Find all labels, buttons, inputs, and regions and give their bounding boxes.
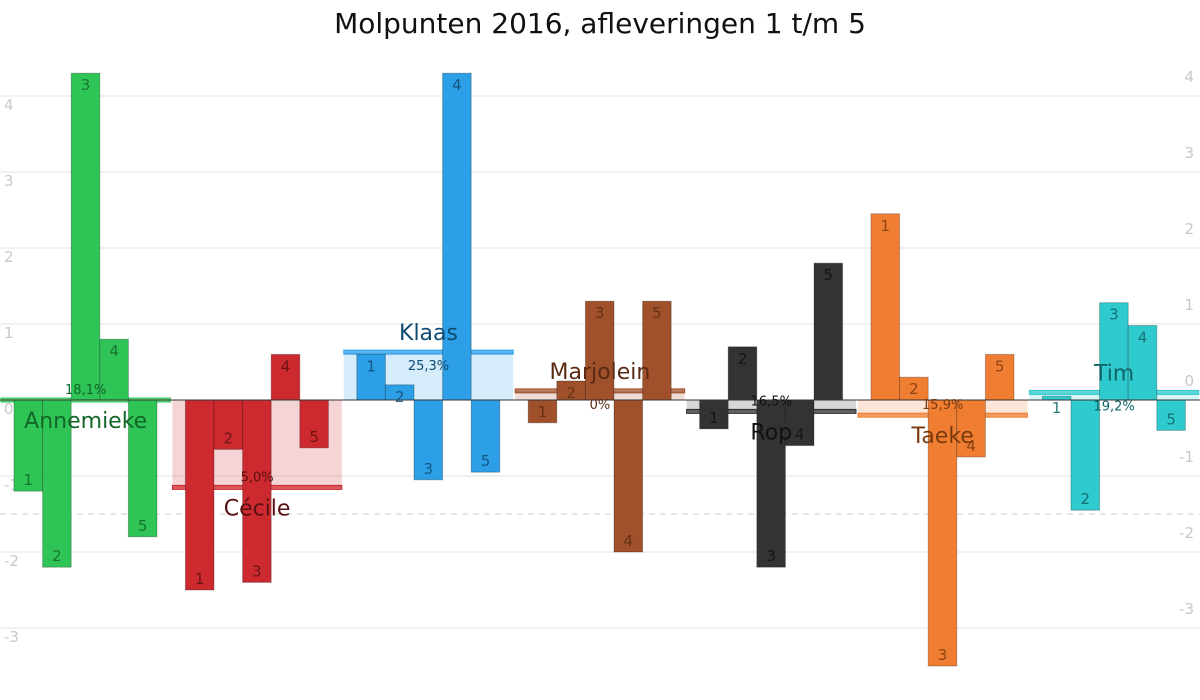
percentage-klaas: 25,3%	[408, 359, 449, 374]
bar-taeke-1	[870, 213, 901, 401]
episode-label: 4	[281, 357, 291, 375]
bar-marjolein-4	[613, 399, 644, 553]
episode-label: 5	[652, 304, 662, 322]
episode-label: 4	[109, 342, 119, 360]
bar-rop-1	[699, 399, 729, 430]
episode-label: 4	[452, 76, 462, 94]
right-tick-label: 2	[1184, 220, 1194, 238]
right-tick-label: -2	[1179, 524, 1194, 542]
percentage-taeke: 15,9%	[922, 398, 963, 413]
bar-tim-4	[1127, 325, 1158, 401]
bar-rop-3	[756, 399, 786, 568]
bar-tim-2	[1070, 399, 1101, 511]
bar-rop-5	[813, 262, 844, 401]
contestant-name-taeke: Taeke	[911, 424, 974, 449]
bar-taeke-5	[984, 353, 1015, 401]
left-tick-label: 0	[4, 400, 14, 418]
episode-label: 2	[224, 429, 234, 447]
left-tick-label: 4	[4, 96, 14, 114]
right-tick-label: 3	[1184, 144, 1194, 162]
episode-label: 5	[481, 452, 491, 470]
episode-label: 1	[195, 570, 205, 588]
episode-label: 3	[252, 562, 262, 580]
episode-label: 1	[366, 357, 376, 375]
episode-label: 2	[909, 380, 919, 398]
contestant-name-klaas: Klaas	[399, 321, 458, 346]
episode-label: 1	[709, 409, 719, 427]
episode-label: 2	[1081, 490, 1091, 508]
contestant-name-tim: Tim	[1093, 361, 1134, 386]
bar-ccile-1	[184, 399, 215, 591]
left-tick-label: -2	[4, 552, 19, 570]
episode-label: 3	[1109, 306, 1119, 324]
episode-label: 2	[738, 350, 748, 368]
episode-label: 1	[881, 217, 891, 235]
episode-label: 5	[138, 517, 148, 535]
percentage-ccile: 5,0%	[241, 470, 274, 485]
left-tick-label: -3	[4, 628, 19, 646]
left-tick-label: 1	[4, 324, 14, 342]
episode-label: 3	[81, 76, 91, 94]
bar-annemieke-4	[99, 338, 129, 401]
right-tick-label: 0	[1184, 372, 1194, 390]
episode-label: 2	[566, 384, 576, 402]
bar-layer	[13, 72, 1186, 667]
bar-klaas-3	[413, 399, 444, 481]
episode-label: 5	[309, 428, 319, 446]
right-tick-label: 4	[1184, 68, 1194, 86]
percentage-marjolein: 0%	[590, 398, 611, 413]
label-layer: 12345Annemieke18,1%12345Cécile5,0%12345K…	[24, 76, 1176, 664]
contestant-name-annemieke: Annemieke	[24, 409, 147, 434]
chart-title: Molpunten 2016, afleveringen 1 t/m 5	[334, 7, 866, 40]
bar-annemieke-3	[70, 72, 101, 401]
percentage-annemieke: 18,1%	[65, 383, 106, 398]
episode-label: 5	[1166, 410, 1176, 428]
percentage-tim: 19,2%	[1093, 399, 1134, 414]
contestant-name-ccile: Cécile	[224, 496, 291, 521]
left-tick-label: 2	[4, 248, 14, 266]
episode-label: 4	[624, 532, 634, 550]
contestant-name-marjolein: Marjolein	[550, 360, 651, 385]
episode-label: 1	[1052, 399, 1062, 417]
bar-marjolein-5	[642, 300, 672, 401]
episode-label: 1	[538, 403, 548, 421]
bar-ccile-3	[242, 399, 272, 583]
episode-label: 4	[1138, 329, 1148, 347]
bar-taeke-3	[927, 399, 958, 667]
right-tick-label: -3	[1179, 600, 1194, 618]
episode-label: 3	[938, 646, 948, 664]
episode-label: 1	[24, 471, 34, 489]
bar-taeke-4	[956, 399, 986, 458]
episode-label: 4	[966, 437, 976, 455]
episode-label: 5	[824, 266, 834, 284]
episode-label: 3	[424, 460, 434, 478]
episode-label: 2	[395, 388, 405, 406]
bar-klaas-4	[442, 72, 472, 401]
average-line-klaas	[343, 349, 514, 355]
right-tick-label: -1	[1179, 448, 1194, 466]
episode-label: 3	[766, 547, 776, 565]
episode-label: 4	[795, 426, 805, 444]
contestant-name-rop: Rop	[750, 420, 792, 445]
bar-annemieke-5	[127, 399, 158, 538]
episode-label: 2	[52, 547, 62, 565]
percentage-rop: 16,5%	[751, 394, 792, 409]
right-tick-label: 1	[1184, 296, 1194, 314]
episode-label: 3	[595, 304, 605, 322]
bar-ccile-4	[270, 353, 301, 401]
episode-label: 5	[995, 357, 1005, 375]
left-tick-label: 3	[4, 172, 14, 190]
